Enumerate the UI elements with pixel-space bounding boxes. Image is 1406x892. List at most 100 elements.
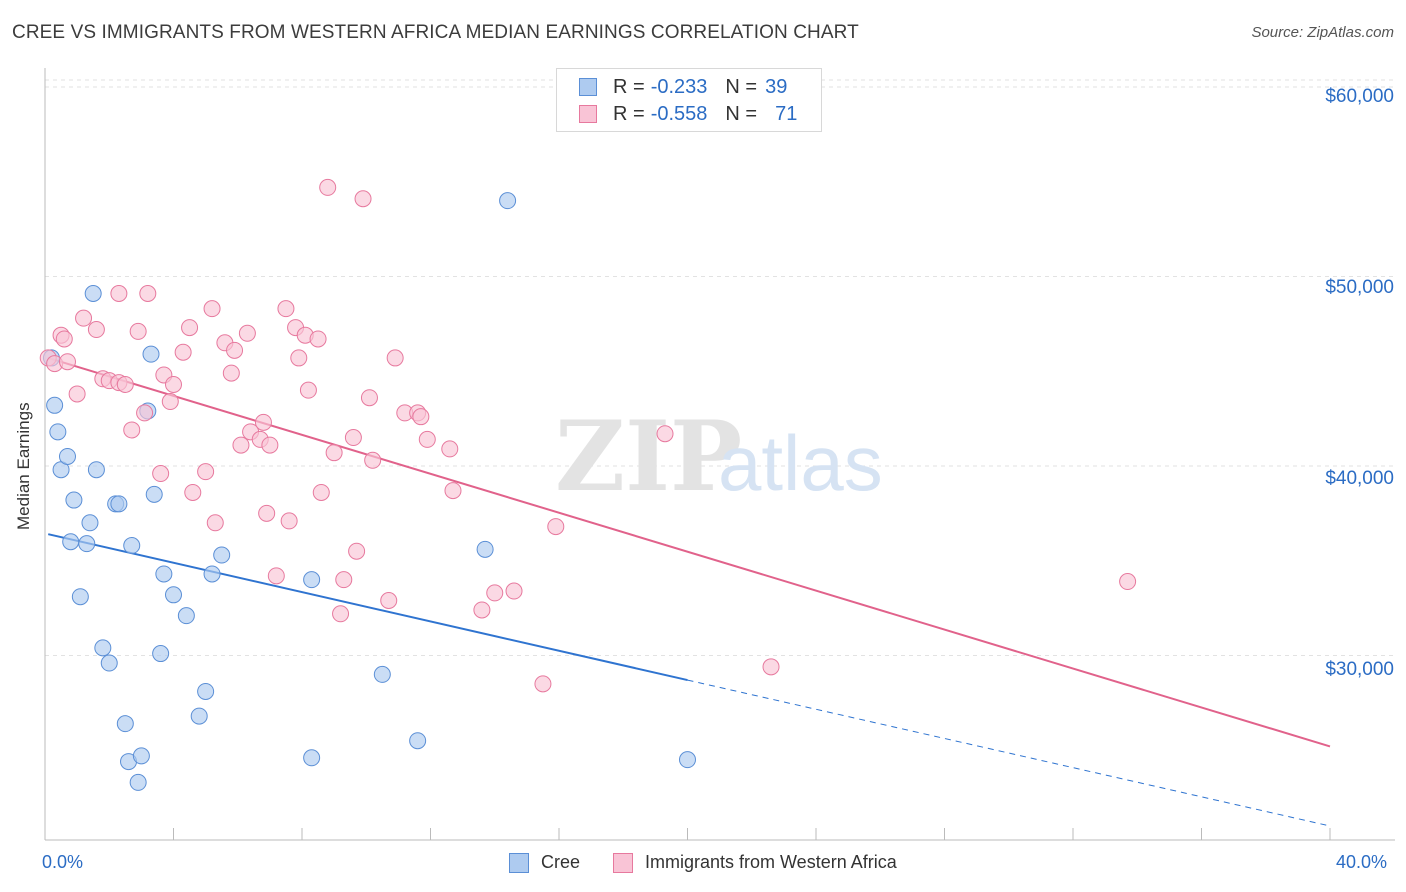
data-point-cree <box>100 654 118 672</box>
r-label: R = <box>613 75 645 98</box>
data-point-western-africa <box>136 404 154 422</box>
data-point-cree <box>679 751 696 769</box>
data-point-cree <box>123 537 141 555</box>
y-tick-label-40000: $40,000 <box>1325 468 1394 489</box>
watermark-zip: ZIP <box>555 400 742 513</box>
data-point-western-africa <box>226 341 244 359</box>
source-label: Source: ZipAtlas.com <box>1251 24 1394 41</box>
data-point-western-africa <box>325 444 343 462</box>
data-point-western-africa <box>110 285 128 303</box>
data-point-cree <box>190 707 208 725</box>
data-point-western-africa <box>277 300 295 318</box>
data-point-western-africa <box>534 675 552 693</box>
data-point-western-africa <box>473 601 491 619</box>
data-point-cree <box>87 461 105 479</box>
data-point-cree <box>142 345 160 363</box>
axes <box>44 68 1395 841</box>
data-point-cree <box>81 514 99 532</box>
data-point-western-africa <box>344 429 362 447</box>
data-point-cree <box>71 588 89 606</box>
legend-item-cree[interactable]: Cree <box>509 852 580 873</box>
data-point-western-africa <box>184 483 202 501</box>
data-point-western-africa <box>123 421 141 439</box>
data-point-western-africa <box>380 591 398 609</box>
data-point-western-africa <box>319 178 337 196</box>
n-label: N = <box>725 102 758 125</box>
legend-row-cree: R = -0.233 N = 39 <box>579 75 787 99</box>
data-point-cree <box>177 607 195 625</box>
cree-legend-swatch <box>509 852 529 873</box>
data-point-cree <box>213 546 231 564</box>
data-point-cree <box>476 540 494 558</box>
data-point-western-africa <box>152 465 170 483</box>
grid-lines <box>45 79 1395 656</box>
data-point-western-africa <box>87 321 105 339</box>
data-point-cree <box>78 535 96 553</box>
trend-line-0 <box>47 533 688 682</box>
data-point-cree <box>46 396 64 414</box>
data-point-cree <box>303 571 321 589</box>
data-point-cree <box>116 715 134 733</box>
r-label: R = <box>613 102 645 125</box>
data-point-cree <box>203 565 221 583</box>
data-point-western-africa <box>238 324 256 342</box>
data-point-western-africa <box>547 518 565 536</box>
data-point-western-africa <box>68 385 86 403</box>
data-point-western-africa <box>505 582 523 600</box>
data-point-western-africa <box>280 512 298 530</box>
data-point-western-africa <box>254 413 272 431</box>
legend-item-western-africa[interactable]: Immigrants from Western Africa <box>613 852 897 873</box>
data-points <box>39 178 1137 791</box>
data-point-cree <box>165 586 182 604</box>
r-value: -0.233 <box>650 75 708 98</box>
data-point-western-africa <box>332 605 350 623</box>
data-point-western-africa <box>232 436 250 454</box>
n-label: N = <box>725 75 758 98</box>
data-point-western-africa <box>206 514 224 532</box>
data-point-cree <box>409 732 427 750</box>
data-point-cree <box>499 192 517 210</box>
data-point-cree <box>49 423 67 441</box>
data-point-cree <box>129 773 147 791</box>
data-point-western-africa <box>364 451 382 469</box>
stats-legend: R = -0.233 N = 39 R = -0.558 N = 71 <box>556 68 822 132</box>
data-point-western-africa <box>75 309 93 327</box>
series-legend: Cree Immigrants from Western Africa <box>0 852 1406 878</box>
data-point-western-africa <box>161 393 179 411</box>
data-point-cree <box>155 565 173 583</box>
data-point-cree <box>145 485 163 503</box>
data-point-western-africa <box>335 571 353 589</box>
data-point-western-africa <box>139 285 157 303</box>
data-point-western-africa <box>55 330 73 348</box>
data-point-western-africa <box>174 343 192 361</box>
data-point-western-africa <box>203 300 221 318</box>
data-point-cree <box>303 749 321 767</box>
n-value: 39 <box>765 75 788 98</box>
y-axis-label: Median Earnings <box>14 402 33 530</box>
data-point-cree <box>94 639 112 657</box>
legend-label-western-africa: Immigrants from Western Africa <box>645 852 897 872</box>
trend-line-extension-0 <box>687 679 1331 827</box>
data-point-cree <box>84 285 102 303</box>
data-point-western-africa <box>354 190 372 208</box>
watermark: ZIP atlas <box>555 400 883 513</box>
data-point-western-africa <box>348 542 366 560</box>
data-point-western-africa <box>222 364 240 382</box>
data-point-western-africa <box>165 375 182 393</box>
data-point-western-africa <box>441 440 459 458</box>
x-tick-label-max: 40.0% <box>1336 852 1388 872</box>
data-point-western-africa <box>386 349 404 367</box>
data-point-western-africa <box>290 349 308 367</box>
data-point-western-africa <box>656 425 674 443</box>
data-point-cree <box>197 682 215 700</box>
data-point-western-africa <box>129 322 147 340</box>
data-point-western-africa <box>299 381 317 399</box>
data-point-cree <box>373 665 391 683</box>
legend-row-western-africa: R = -0.558 N = 71 <box>579 102 797 126</box>
data-point-cree <box>152 645 170 663</box>
data-point-cree <box>62 533 80 551</box>
western-africa-swatch <box>579 105 597 123</box>
data-point-western-africa <box>412 408 430 426</box>
legend-label-cree: Cree <box>541 852 581 872</box>
